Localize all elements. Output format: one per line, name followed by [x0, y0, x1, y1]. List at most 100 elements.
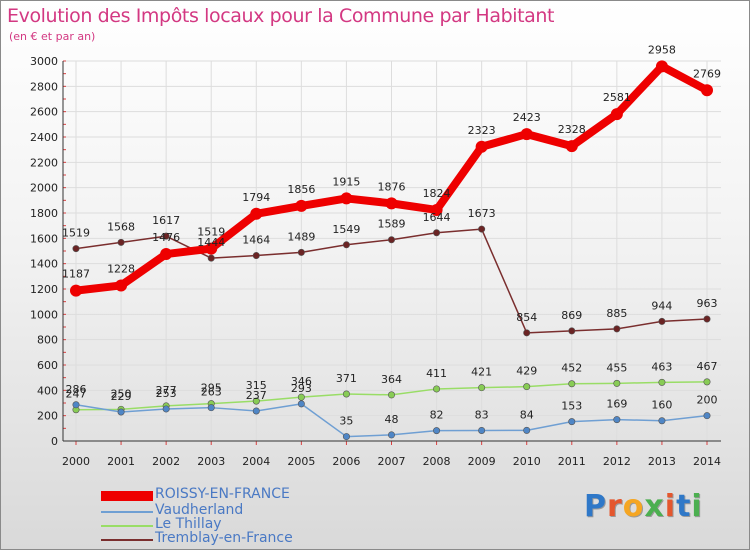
y-tick-label: 2800 — [30, 80, 58, 93]
x-tick-label: 2004 — [242, 455, 270, 468]
data-label-thillay: 452 — [561, 362, 582, 375]
data-label-roissy: 2328 — [558, 123, 586, 136]
y-tick-label: 2400 — [30, 131, 58, 144]
data-point-tremblay — [207, 254, 215, 262]
logo-letter: o — [622, 489, 645, 524]
data-point-tremblay — [342, 241, 350, 249]
data-label-tremblay: 1444 — [197, 236, 225, 249]
data-label-thillay: 463 — [651, 360, 672, 373]
data-point-roissy — [205, 242, 218, 255]
data-point-tremblay — [162, 232, 170, 240]
x-tick-label: 2006 — [332, 455, 360, 468]
data-label-vaudherland: 83 — [475, 408, 489, 421]
y-tick-label: 1600 — [30, 232, 58, 245]
data-point-vaudherland — [658, 417, 666, 425]
data-point-vaudherland — [387, 431, 395, 439]
data-point-vaudherland — [478, 426, 486, 434]
logo-letter: i — [691, 489, 703, 524]
logo-letter: t — [676, 489, 692, 524]
data-point-thillay — [478, 384, 486, 392]
data-label-tremblay: 963 — [697, 297, 718, 310]
y-tick-label: 1000 — [30, 308, 58, 321]
data-point-thillay — [568, 380, 576, 388]
data-label-thillay: 411 — [426, 367, 447, 380]
data-point-vaudherland — [207, 404, 215, 412]
data-label-thillay: 371 — [336, 372, 357, 385]
data-point-tremblay — [117, 238, 125, 246]
data-label-thillay: 364 — [381, 373, 402, 386]
chart-subtitle: (en € et par an) — [9, 30, 96, 43]
data-label-tremblay: 854 — [516, 311, 537, 324]
data-label-tremblay: 885 — [606, 307, 627, 320]
data-point-tremblay — [523, 329, 531, 337]
data-label-tremblay: 1489 — [287, 230, 315, 243]
y-tick-label: 2000 — [30, 182, 58, 195]
legend-label-thillay: Le Thillay — [155, 516, 222, 532]
data-label-thillay: 250 — [111, 387, 132, 400]
data-label-roissy: 2323 — [468, 124, 496, 137]
data-label-tremblay: 869 — [561, 309, 582, 322]
x-tick-label: 2013 — [648, 455, 676, 468]
data-label-roissy: 2769 — [693, 67, 721, 80]
x-tick-label: 2003 — [197, 455, 225, 468]
data-point-tremblay — [297, 248, 305, 256]
data-point-thillay — [658, 378, 666, 386]
x-tick-label: 2005 — [287, 455, 315, 468]
logo-letter: x — [644, 489, 665, 524]
data-label-tremblay: 944 — [651, 299, 672, 312]
data-label-vaudherland: 35 — [339, 415, 353, 428]
data-label-roissy: 1856 — [287, 183, 315, 196]
data-label-roissy: 2958 — [648, 43, 676, 56]
logo-letter: i — [664, 489, 677, 524]
data-point-thillay — [252, 397, 260, 405]
data-label-vaudherland: 200 — [697, 394, 718, 407]
legend-swatch-roissy — [101, 491, 153, 501]
data-label-tremblay: 1568 — [107, 220, 135, 233]
y-tick-label: 1200 — [30, 283, 58, 296]
data-point-tremblay — [252, 252, 260, 260]
chart-title: Evolution des Impôts locaux pour la Comm… — [7, 5, 555, 27]
x-tick-label: 2014 — [693, 455, 721, 468]
data-point-roissy — [520, 128, 533, 141]
data-label-roissy: 1876 — [378, 180, 406, 193]
data-point-roissy — [250, 207, 263, 220]
y-tick-label: 1400 — [30, 258, 58, 271]
data-label-vaudherland: 237 — [246, 389, 267, 402]
data-point-roissy — [565, 140, 578, 153]
data-point-thillay — [387, 391, 395, 399]
data-point-thillay — [523, 383, 531, 391]
data-point-roissy — [610, 108, 623, 121]
data-label-vaudherland: 160 — [651, 399, 672, 412]
legend-swatch-thillay — [101, 525, 153, 527]
legend-swatch-vaudherland — [101, 511, 153, 513]
data-label-vaudherland: 84 — [520, 408, 534, 421]
data-label-thillay: 247 — [66, 388, 87, 401]
data-point-roissy — [295, 199, 308, 212]
data-label-roissy: 1915 — [332, 175, 360, 188]
data-point-roissy — [430, 203, 443, 216]
x-tick-label: 2007 — [378, 455, 406, 468]
data-label-roissy: 1519 — [197, 226, 225, 239]
data-point-tremblay — [433, 229, 441, 237]
data-point-roissy — [655, 60, 668, 73]
x-tick-label: 2002 — [152, 455, 180, 468]
data-point-thillay — [342, 390, 350, 398]
data-point-vaudherland — [568, 418, 576, 426]
data-label-tremblay: 1644 — [423, 211, 451, 224]
data-label-tremblay: 1464 — [242, 234, 270, 247]
data-label-vaudherland: 253 — [156, 387, 177, 400]
data-label-roissy: 1824 — [423, 187, 451, 200]
y-tick-label: 800 — [37, 334, 58, 347]
legend-swatch-tremblay — [101, 539, 153, 541]
proxiti-logo: Proxiti — [584, 489, 703, 524]
data-point-vaudherland — [703, 412, 711, 420]
data-label-vaudherland: 153 — [561, 400, 582, 413]
data-point-tremblay — [568, 327, 576, 335]
logo-letter: r — [607, 489, 623, 524]
data-point-thillay — [613, 379, 621, 387]
axis-layer: 0 200 400 600 800 1000 1200 1400 1600 1800 2000 220… — [30, 55, 721, 468]
data-point-roissy — [70, 284, 82, 297]
x-tick-label: 2012 — [603, 455, 631, 468]
